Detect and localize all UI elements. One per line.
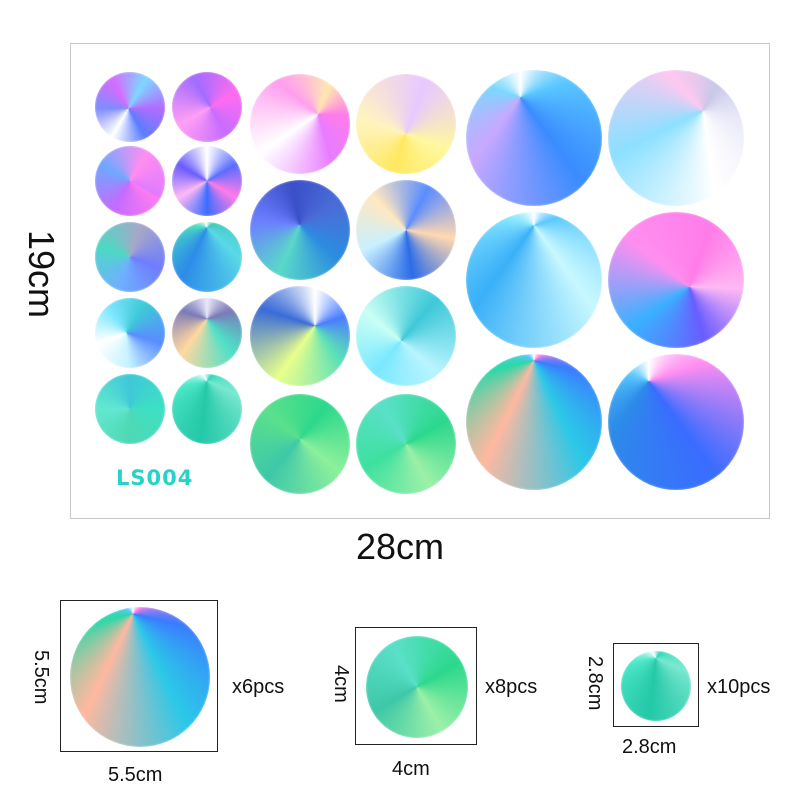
holo-sticker-medium-sample [366,636,468,738]
holo-sticker-small-sample [621,651,691,721]
holo-sticker-medium [250,74,350,174]
size-large-height-text: 5.5cm [30,650,52,705]
holo-sticker-small [172,222,242,292]
holo-sticker-medium [250,286,350,386]
size-medium-qty-label: x8pcs [485,676,538,698]
holo-sticker-large [608,354,744,490]
holo-sticker-large-sample [70,607,210,747]
holo-sticker-large [608,212,744,348]
size-small-width-label: 2.8cm [622,736,677,758]
size-medium-height-text: 4cm [330,665,352,703]
holo-sticker-large [608,70,744,206]
holo-sticker-small [172,298,242,368]
holo-sticker-small [95,222,165,292]
holo-sticker-medium [356,394,456,494]
size-sample-large [60,600,218,752]
holo-sticker-small [95,374,165,444]
holo-sticker-large [466,70,602,206]
holo-sticker-small [172,72,242,142]
size-large-qty-label: x6pcs [232,676,285,698]
holo-sticker-medium [356,286,456,386]
holo-sticker-medium [250,180,350,280]
holo-sticker-small [95,72,165,142]
sheet-width-label: 28cm [356,526,445,567]
size-medium-width-label: 4cm [392,758,430,780]
size-sample-medium [355,627,477,745]
holo-sticker-medium [356,74,456,174]
size-small-height-label: 2.8cm [583,656,606,710]
holo-sticker-small [95,146,165,216]
holo-sticker-medium [250,394,350,494]
holo-sticker-medium [356,180,456,280]
size-small-qty-label: x10pcs [707,676,771,698]
holo-sticker-small [172,374,242,444]
size-large-height-label: 5.5cm [29,650,52,704]
sheet-height-text: 19cm [21,230,62,319]
size-large-width-label: 5.5cm [108,764,163,786]
holo-sticker-large [466,354,602,490]
size-small-height-text: 2.8cm [584,656,606,711]
size-sample-small [613,643,699,727]
sheet-height-label: 19cm [20,230,62,318]
holo-sticker-small [95,298,165,368]
holo-sticker-small [172,146,242,216]
product-code: LS004 [116,466,194,490]
size-medium-height-label: 4cm [329,665,352,703]
holo-sticker-large [466,212,602,348]
